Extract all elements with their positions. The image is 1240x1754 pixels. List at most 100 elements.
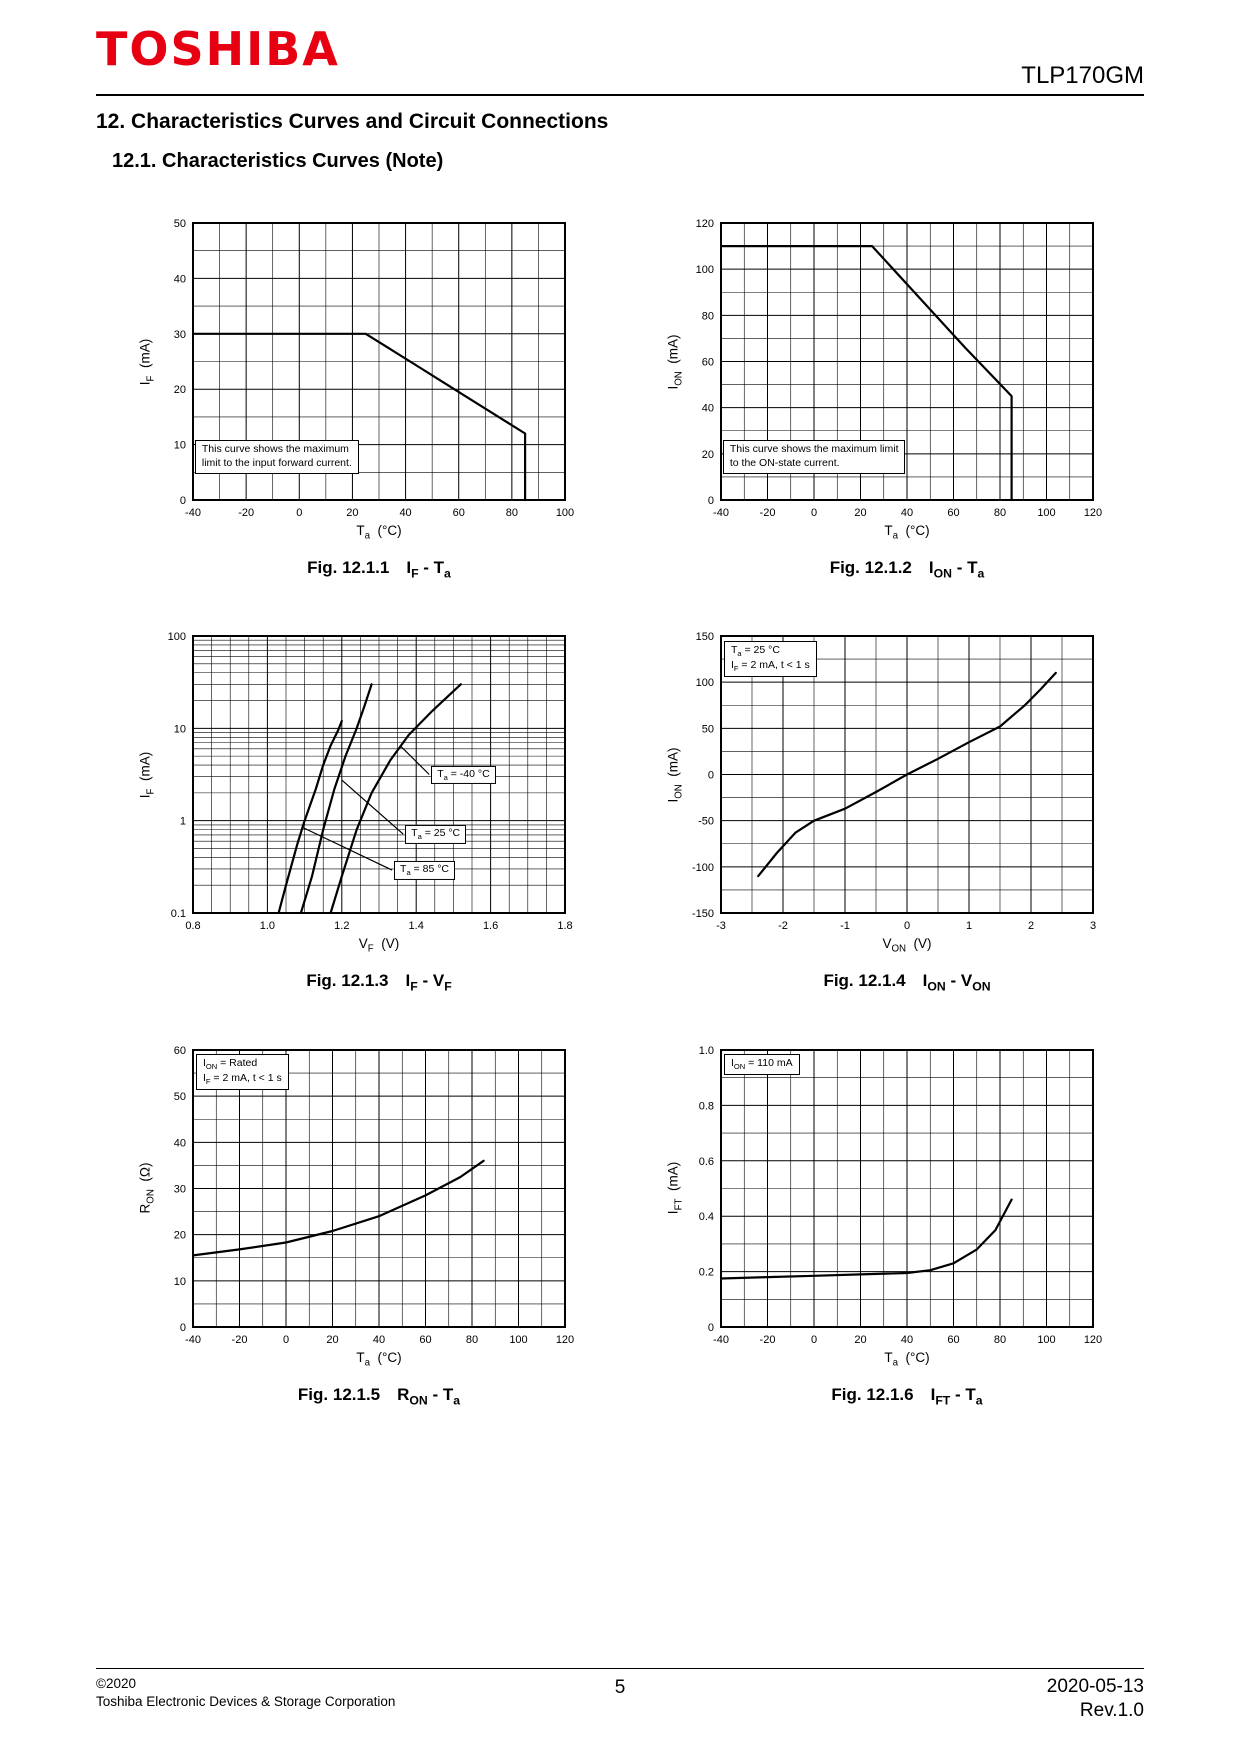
svg-text:80: 80	[702, 310, 714, 322]
svg-text:50: 50	[174, 218, 186, 230]
fig-12-1-4-figure: -3 -2 -1 0 1 2 3 -150 -100 -50 0 50 100 150 ION (mA) VO…	[647, 624, 1121, 993]
figure-caption: Fig. 12.1.4 ION - VON	[823, 971, 991, 994]
svg-text:40: 40	[901, 507, 913, 519]
fig-12-1-4-chart: -3 -2 -1 0 1 2 3 -150 -100 -50 0 50 100 150 ION (mA) VO…	[659, 624, 1109, 959]
x-axis-label: Ta (°C)	[356, 1349, 402, 1369]
svg-text:1: 1	[966, 920, 972, 932]
svg-text:50: 50	[702, 724, 714, 736]
svg-text:0: 0	[708, 1322, 714, 1334]
svg-text:100: 100	[168, 631, 186, 643]
svg-text:2: 2	[1028, 920, 1034, 932]
chart-annotation: This curve shows the maximum limit to the…	[194, 440, 359, 475]
curve	[329, 683, 462, 915]
svg-text:80: 80	[994, 1334, 1006, 1346]
svg-text:40: 40	[901, 1334, 913, 1346]
svg-text:0: 0	[811, 507, 817, 519]
footer-right: 2020-05-13 Rev.1.0	[625, 1675, 1144, 1724]
svg-text:10: 10	[174, 1276, 186, 1288]
svg-text:-100: -100	[692, 862, 714, 874]
x-axis-label: Ta (°C)	[884, 1349, 930, 1369]
svg-text:1: 1	[180, 816, 186, 828]
svg-text:-20: -20	[760, 507, 776, 519]
svg-text:100: 100	[509, 1334, 527, 1346]
svg-text:0: 0	[180, 495, 186, 507]
svg-text:40: 40	[174, 1137, 186, 1149]
tick-labels: -40 -20 0 20 40 60 80 100 120 0 0.2 0.4 0.6 0.8 1.0	[699, 1045, 1102, 1346]
svg-text:-1: -1	[840, 920, 850, 932]
fig-12-1-2-figure: -40 -20 0 20 40 60 80 100 120 0 20 40 60 80 100 120 ION …	[647, 211, 1121, 580]
document-revision: Rev.1.0	[1079, 1700, 1144, 1722]
svg-text:80: 80	[506, 507, 518, 519]
svg-text:60: 60	[702, 357, 714, 369]
y-axis-label: RON (Ω)	[137, 1162, 157, 1214]
fig-12-1-6-chart: -40 -20 0 20 40 60 80 100 120 0 0.2 0.4 0.6 0.8 1.0 IFT…	[659, 1038, 1109, 1373]
svg-text:1.0: 1.0	[699, 1045, 714, 1057]
grid-lines	[720, 1049, 1094, 1328]
chart-annotation: Ta = 25 °C IF = 2 mA, t < 1 s	[723, 640, 817, 677]
svg-text:10: 10	[174, 440, 186, 452]
svg-text:-20: -20	[238, 507, 254, 519]
tick-labels: -40 -20 0 20 40 60 80 100 120 0 20 40 60 80 100 120	[696, 218, 1103, 519]
svg-text:20: 20	[174, 384, 186, 396]
curve	[191, 332, 527, 502]
fig-12-1-2-chart: -40 -20 0 20 40 60 80 100 120 0 20 40 60 80 100 120 ION …	[659, 211, 1109, 546]
copyright: ©2020	[96, 1675, 136, 1691]
x-axis-label: VON (V)	[882, 936, 932, 956]
fig-12-1-4-plot: -3 -2 -1 0 1 2 3 -150 -100 -50 0 50 100 150	[692, 631, 1096, 932]
curve-label: Ta = -40 °C	[431, 765, 496, 784]
fig-12-1-6-plot: -40 -20 0 20 40 60 80 100 120 0 0.2 0.4 0.6 0.8 1.0	[699, 1045, 1102, 1346]
svg-text:1.8: 1.8	[557, 920, 572, 932]
svg-text:80: 80	[466, 1334, 478, 1346]
part-number: TLP170GM	[1021, 62, 1144, 89]
svg-text:-50: -50	[698, 816, 714, 828]
svg-text:20: 20	[174, 1229, 186, 1241]
grid-lines	[192, 1049, 566, 1328]
svg-text:100: 100	[1037, 1334, 1055, 1346]
y-axis-label: ION (mA)	[665, 747, 685, 803]
svg-text:120: 120	[1084, 1334, 1102, 1346]
svg-text:100: 100	[556, 507, 574, 519]
curve-label: Ta = 85 °C	[394, 861, 455, 880]
svg-text:-2: -2	[778, 920, 788, 932]
svg-text:40: 40	[702, 403, 714, 415]
svg-text:0: 0	[180, 1322, 186, 1334]
footer-left: ©2020 Toshiba Electronic Devices & Stora…	[96, 1675, 615, 1711]
svg-text:40: 40	[373, 1334, 385, 1346]
fig-12-1-3-chart: 0.8 1.0 1.2 1.4 1.6 1.8 0.1 1 10 100 IF (mA) VF (V)…	[131, 624, 581, 959]
fig-12-1-3-plot: 0.8 1.0 1.2 1.4 1.6 1.8 0.1 1 10 100	[168, 631, 573, 932]
charts-grid: -40 -20 0 20 40 60 80 100 0 10 20 30 40 50 IF (mA) Ta (…	[96, 211, 1144, 1407]
figure-caption: Fig. 12.1.6 IFT - Ta	[831, 1384, 983, 1408]
svg-text:60: 60	[947, 507, 959, 519]
svg-text:-150: -150	[692, 908, 714, 920]
svg-text:80: 80	[994, 507, 1006, 519]
svg-text:0.6: 0.6	[699, 1156, 714, 1168]
svg-text:0: 0	[283, 1334, 289, 1346]
figure-caption: Fig. 12.1.3 IF - VF	[306, 971, 452, 994]
fig-12-1-5-chart: -40 -20 0 20 40 60 80 100 120 0 10 20 30 40 50 60 RON (Ω…	[131, 1038, 581, 1373]
tick-labels: -40 -20 0 20 40 60 80 100 120 0 10 20 30 40 50 60	[174, 1045, 574, 1346]
svg-text:40: 40	[399, 507, 411, 519]
svg-text:120: 120	[556, 1334, 574, 1346]
curve-label: Ta = 25 °C	[405, 825, 467, 844]
svg-text:20: 20	[854, 507, 866, 519]
figure-caption: Fig. 12.1.2 ION - Ta	[829, 558, 985, 581]
leader-line	[341, 779, 404, 835]
curve	[757, 672, 1057, 878]
svg-text:0: 0	[708, 495, 714, 507]
svg-text:0.2: 0.2	[699, 1266, 714, 1278]
tick-labels: -40 -20 0 20 40 60 80 100 0 10 20 30 40 50	[174, 218, 574, 519]
svg-text:1.6: 1.6	[483, 920, 498, 932]
subsection-title: 12.1. Characteristics Curves (Note)	[112, 150, 444, 172]
svg-text:50: 50	[174, 1091, 186, 1103]
fig-12-1-3-figure: 0.8 1.0 1.2 1.4 1.6 1.8 0.1 1 10 100 IF (mA) VF (V)…	[119, 624, 593, 993]
svg-text:-20: -20	[232, 1334, 248, 1346]
fig-12-1-5-figure: -40 -20 0 20 40 60 80 100 120 0 10 20 30 40 50 60 RON (Ω…	[119, 1038, 593, 1407]
svg-text:20: 20	[854, 1334, 866, 1346]
svg-text:-40: -40	[185, 507, 201, 519]
svg-text:20: 20	[346, 507, 358, 519]
chart-annotation: This curve shows the maximum limit to the…	[722, 440, 906, 475]
y-axis-label: IF (mA)	[137, 751, 157, 799]
y-axis-label: IFT (mA)	[665, 1162, 685, 1215]
header-divider	[96, 94, 1144, 96]
